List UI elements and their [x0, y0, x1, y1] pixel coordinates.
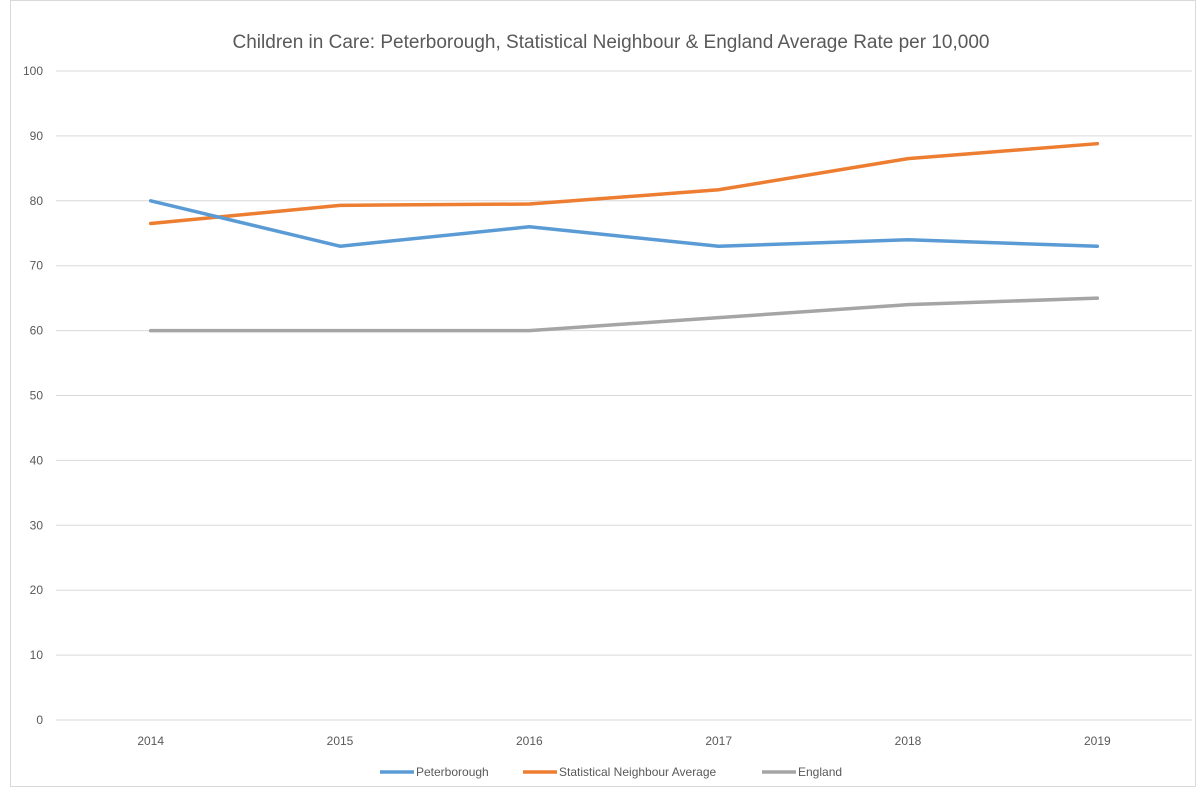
legend-label-england: England — [798, 765, 842, 779]
x-axis-ticks: 2014 2015 2016 2017 2018 2019 — [137, 734, 1111, 748]
y-tick-label: 40 — [30, 453, 44, 467]
y-tick-label: 100 — [23, 64, 43, 78]
x-tick-label: 2016 — [516, 734, 543, 748]
x-tick-label: 2018 — [895, 734, 922, 748]
legend-label-statistical-neighbour-average: Statistical Neighbour Average — [559, 765, 717, 779]
series-line-england — [148, 296, 1100, 333]
y-tick-label: 60 — [30, 324, 44, 338]
y-tick-label: 70 — [30, 259, 44, 273]
y-tick-label: 80 — [30, 194, 44, 208]
legend-label-peterborough: Peterborough — [416, 765, 489, 779]
series-line-peterborough — [148, 199, 1100, 248]
y-tick-label: 0 — [36, 713, 43, 727]
series-line-statistical-neighbour-average — [148, 141, 1100, 226]
y-tick-label: 50 — [30, 389, 44, 403]
chart-frame — [10, 0, 1196, 787]
y-tick-label: 10 — [30, 648, 44, 662]
x-tick-label: 2019 — [1084, 734, 1111, 748]
x-tick-label: 2014 — [137, 734, 164, 748]
gridlines — [56, 70, 1192, 721]
legend: Peterborough Statistical Neighbour Averag… — [380, 765, 842, 779]
y-tick-label: 20 — [30, 583, 44, 597]
y-tick-label: 30 — [30, 518, 44, 532]
x-tick-label: 2017 — [705, 734, 732, 748]
series-lines — [148, 141, 1100, 333]
x-tick-label: 2015 — [327, 734, 354, 748]
chart-title: Children in Care: Peterborough, Statisti… — [233, 32, 990, 53]
y-axis-ticks: 0 10 20 30 40 50 60 70 80 90 100 — [23, 64, 43, 727]
y-tick-label: 90 — [30, 129, 44, 143]
